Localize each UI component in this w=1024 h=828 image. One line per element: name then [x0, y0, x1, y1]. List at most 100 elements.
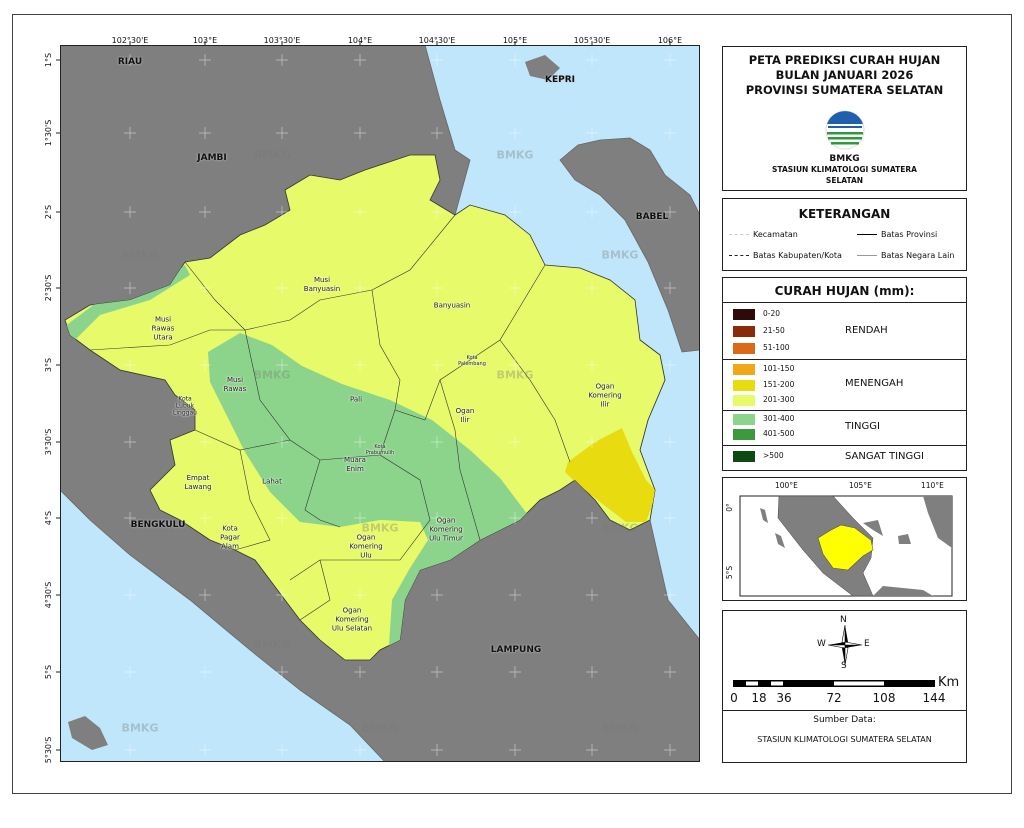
graticule-plus	[276, 512, 288, 524]
class-menengah: 101-150 151-200 201-300 MENENGAH	[723, 360, 966, 411]
range-label: 401-500	[763, 429, 795, 438]
graticule-plus	[586, 436, 598, 448]
inset-bangka	[863, 520, 883, 536]
graticule-plus	[354, 54, 366, 66]
scale-unit: Km	[938, 675, 960, 690]
scale-label: 18	[751, 691, 767, 705]
graticule-plus	[586, 744, 598, 756]
graticule-plus	[431, 127, 443, 139]
page-frame	[12, 14, 1012, 794]
inset-belitung	[898, 534, 911, 544]
district-label: Musi Rawas	[223, 376, 247, 393]
graticule-plus	[276, 282, 288, 294]
graticule-plus	[124, 589, 136, 601]
graticule-plus	[124, 54, 136, 66]
graticule-plus	[431, 359, 443, 371]
lon-tick-label: 104°E	[347, 36, 373, 45]
rainfall-zone-151-200	[565, 428, 657, 522]
bmkg-logo-icon	[825, 110, 864, 150]
lon-tick-label: 106°E	[657, 36, 683, 45]
graticule-plus	[199, 744, 211, 756]
legend-label: Batas Kabupaten/Kota	[753, 251, 842, 260]
graticule-plus	[276, 206, 288, 218]
legend-label: Batas Negara Lain	[881, 251, 955, 260]
inset-lon-label: 110°E	[921, 481, 944, 490]
lon-tick-label: 102°30'E	[111, 36, 149, 45]
inset-java	[873, 586, 933, 596]
graticule-plus	[124, 744, 136, 756]
district-label: Ogan Komering Ilir	[588, 382, 622, 409]
bmkg-watermark: BMKG	[601, 721, 639, 735]
province-label-bengkulu: BENGKULU	[130, 520, 186, 530]
graticule-plus	[664, 744, 676, 756]
bmkg-watermark: BMKG	[361, 521, 399, 535]
lat-tick-label: 5°S	[44, 664, 53, 680]
bmkg-watermark: BMKG	[601, 521, 639, 535]
range-label: 51-100	[763, 343, 790, 352]
north-arrow-icon	[827, 624, 863, 666]
graticule-plus	[276, 589, 288, 601]
legend-item-batas-provinsi: Batas Provinsi	[857, 230, 937, 239]
graticule-plus	[431, 589, 443, 601]
district-boundaries	[89, 214, 571, 621]
scale-label: 144	[922, 691, 946, 705]
graticule-plus	[664, 359, 676, 371]
inset-lat-label: 5°S	[725, 565, 735, 580]
lon-tick-label: 103°E	[192, 36, 218, 45]
district-label: Ogan Komering Ulu Timur	[429, 516, 463, 543]
graticule-plus	[354, 206, 366, 218]
lon-tick-label: 104°30'E	[418, 36, 456, 45]
graticule-plus	[431, 512, 443, 524]
graticule-plus	[586, 512, 598, 524]
bmkg-watermark: BMKG	[496, 368, 534, 382]
range-label: 151-200	[763, 380, 795, 389]
graticule-plus	[431, 744, 443, 756]
bmkg-watermark: BMKG	[253, 368, 291, 382]
graticule-plus	[586, 589, 598, 601]
graticule-plus	[199, 282, 211, 294]
graticule-plus	[586, 127, 598, 139]
graticule-plus	[276, 744, 288, 756]
inset-kalimantan	[923, 496, 952, 548]
class-sangat-tinggi: >500 SANGAT TINGGI	[723, 446, 966, 470]
graticule-plus	[124, 359, 136, 371]
graticule-markers	[124, 54, 676, 756]
title-line: PROVINSI SUMATERA SELATAN	[745, 83, 944, 97]
lon-tick-label: 103°30'E	[263, 36, 301, 45]
range-label: 21-50	[763, 326, 785, 335]
graticule-plus	[354, 744, 366, 756]
station-name: STASIUN KLIMATOLOGI SUMATERA SELATAN	[772, 165, 917, 185]
graticule-plus	[509, 666, 521, 678]
lat-tick-label: 3°30'S	[44, 428, 53, 456]
inset-highlight-province	[817, 524, 874, 571]
inset-lon-label: 100°E	[775, 481, 798, 490]
bmkg-watermark: BMKG	[253, 638, 291, 652]
graticule-plus	[354, 282, 366, 294]
grey-line-icon	[857, 255, 877, 256]
inset-map-svg	[739, 495, 953, 597]
graticule-plus	[199, 359, 211, 371]
graticule-plus	[276, 666, 288, 678]
rainfall-legend-heading: CURAH HUJAN (mm):	[723, 278, 966, 303]
graticule-plus	[199, 54, 211, 66]
inset-locator-map: 100°E 105°E 110°E 0° 5°S	[722, 477, 967, 601]
range-label: >500	[763, 451, 784, 460]
graticule-plus	[431, 436, 443, 448]
small-island	[68, 716, 108, 750]
graticule-plus	[664, 666, 676, 678]
graticule-plus	[509, 127, 521, 139]
map-frame	[60, 45, 700, 762]
legend-label: Kecamatan	[753, 230, 798, 239]
swatch-21-50	[733, 326, 755, 337]
title-line: BULAN JANUARI 2026	[775, 68, 914, 82]
graticule-plus	[431, 206, 443, 218]
lon-tick-label: 105°30'E	[573, 36, 611, 45]
range-label: 0-20	[763, 309, 781, 318]
graticule-plus	[509, 54, 521, 66]
graticule-plus	[124, 127, 136, 139]
compass-n: N	[840, 615, 847, 625]
class-tinggi: 301-400 401-500 TINGGI	[723, 411, 966, 446]
range-label: 301-400	[763, 414, 795, 423]
swatch-201-300	[733, 395, 755, 406]
